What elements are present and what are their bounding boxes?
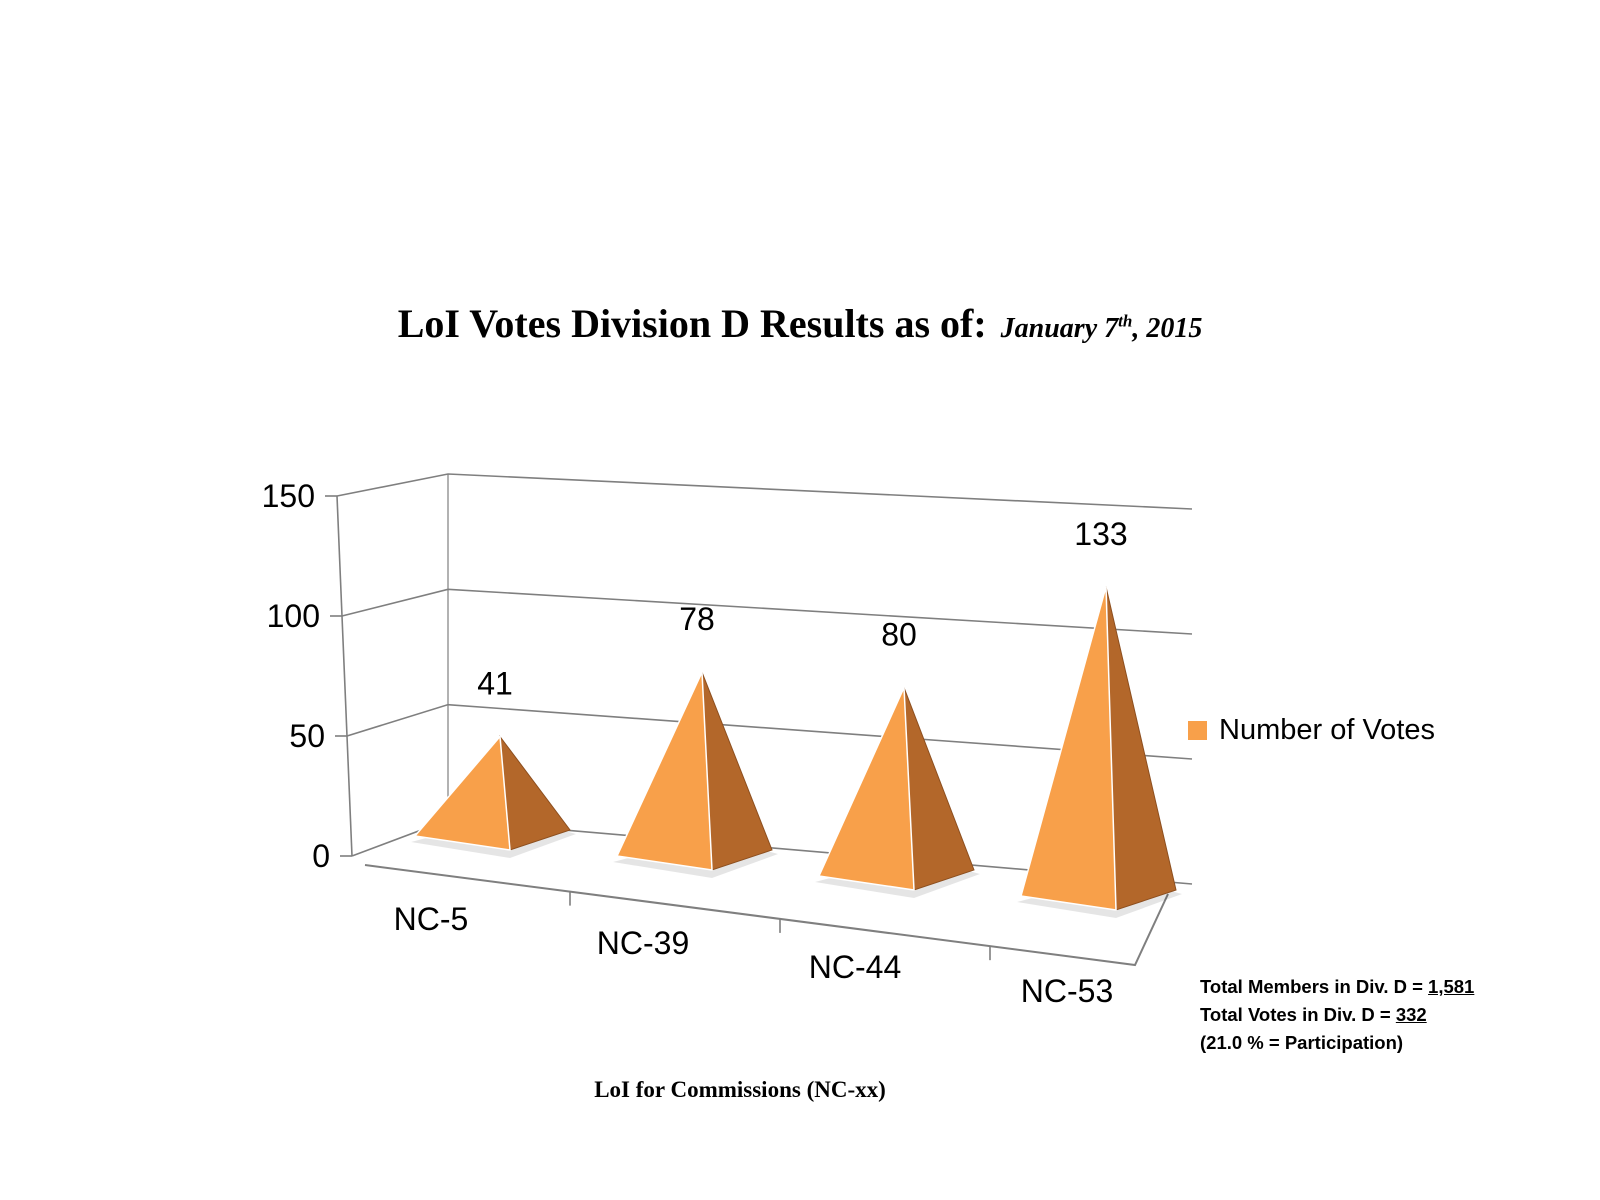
pyramid-side-3 [1105,586,1177,911]
pyramid-front-3 [1020,586,1117,911]
pyramid-front-1 [615,671,713,871]
y-tick-label-50: 50 [289,718,325,754]
data-label-3: 133 [1074,516,1127,552]
date-suffix: th [1118,311,1133,331]
chart-title: LoI Votes Division D Results as of: Janua… [0,300,1600,347]
pyramid-front-2 [817,687,915,891]
floor-edge [364,864,1169,967]
pyramid-side-1 [701,671,773,871]
chart-title-date: January 7th, 2015 [1000,311,1203,344]
x-tick-label-3: NC-53 [1021,973,1113,1009]
date-month: January 7 [1000,313,1119,344]
gridline-100 [341,588,1193,635]
x-tick-label-0: NC-5 [394,901,469,937]
gridline-150 [336,473,1193,510]
pyramid-side-2 [903,687,975,891]
x-tick-label-1: NC-39 [597,925,689,961]
data-label-1: 78 [679,601,715,637]
members-value: 1,581 [1428,976,1475,997]
chart-floor [352,820,1192,965]
division-stats: Total Members in Div. D = 1,581 Total Vo… [1200,973,1474,1057]
y-tick-label-150: 150 [262,478,315,514]
votes-value: 332 [1395,1004,1427,1025]
y-tick-label-0: 0 [312,838,330,874]
date-year: , 2015 [1132,313,1203,344]
x-axis-title: LoI for Commissions (NC-xx) [594,1077,886,1102]
pyramid-front-0 [413,734,511,851]
votes-line: Total Votes in Div. D = 332 [1200,1001,1474,1029]
members-line: Total Members in Div. D = 1,581 [1200,973,1474,1001]
x-tick-label-2: NC-44 [809,949,901,985]
data-label-2: 80 [881,617,917,653]
legend: Number of Votes [1188,714,1435,747]
legend-label: Number of Votes [1219,714,1435,746]
y-tick-label-100: 100 [267,598,320,634]
chart-title-main: LoI Votes Division D Results as of: [397,301,987,346]
y-axis-line [336,495,353,857]
data-label-0: 41 [477,666,513,702]
votes-label: Total Votes in Div. D = [1200,1004,1396,1025]
legend-swatch [1188,721,1207,740]
pyramid-side-0 [499,734,571,851]
participation-line: (21.0 % = Participation) [1200,1032,1404,1053]
members-label: Total Members in Div. D = [1200,976,1429,997]
